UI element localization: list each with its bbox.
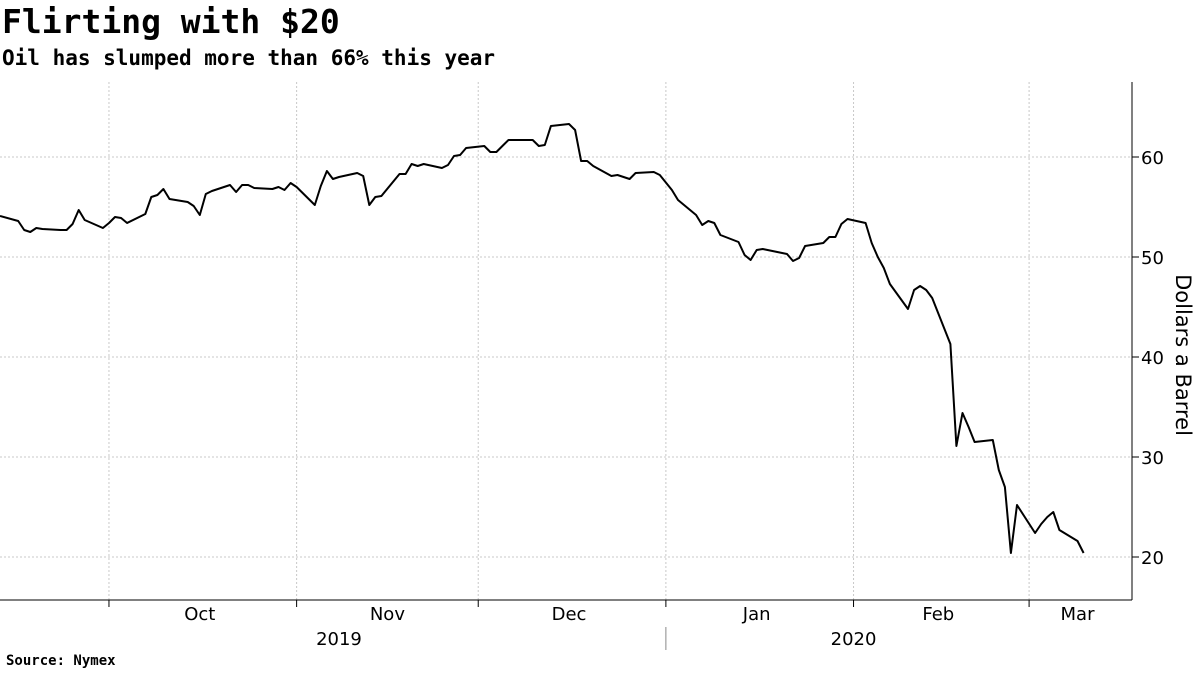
chart-title: Flirting with $20	[2, 2, 340, 41]
y-tick-label: 30	[1141, 448, 1164, 469]
source-note: Source: Nymex	[6, 653, 116, 669]
y-tick-label: 20	[1141, 548, 1164, 569]
y-tick-label: 40	[1141, 348, 1164, 369]
year-label: 2020	[831, 629, 877, 650]
year-label: 2019	[316, 629, 362, 650]
y-tick-label: 60	[1141, 148, 1164, 169]
x-tick-label: Nov	[370, 604, 405, 625]
y-axis-label: Dollars a Barrel	[1171, 274, 1195, 436]
price-line	[0, 123, 1085, 554]
x-tick-label: Dec	[552, 604, 587, 625]
x-tick-label: Jan	[742, 604, 771, 625]
x-tick-label: Feb	[922, 604, 954, 625]
y-tick-label: 50	[1141, 248, 1164, 269]
x-tick-label: Mar	[1061, 604, 1096, 625]
chart-subtitle: Oil has slumped more than 66% this year	[2, 46, 496, 70]
x-tick-label: Oct	[184, 604, 215, 625]
